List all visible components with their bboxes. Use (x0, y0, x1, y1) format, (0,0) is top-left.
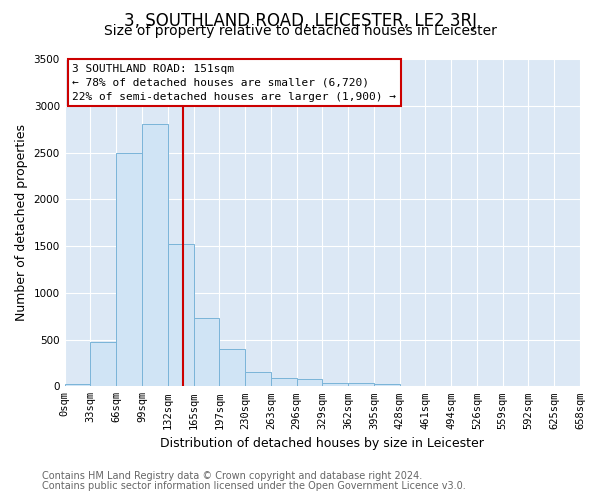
Text: Contains public sector information licensed under the Open Government Licence v3: Contains public sector information licen… (42, 481, 466, 491)
Bar (296, 380, 322, 386)
Bar (65, 384, 91, 386)
Bar (168, 244, 193, 386)
Bar (245, 372, 271, 386)
Text: 3 SOUTHLAND ROAD: 151sqm
← 78% of detached houses are smaller (6,720)
22% of sem: 3 SOUTHLAND ROAD: 151sqm ← 78% of detach… (73, 64, 397, 102)
Bar (322, 382, 348, 386)
Bar (142, 124, 168, 386)
Bar (193, 318, 219, 386)
Bar (374, 384, 400, 386)
Bar (91, 342, 116, 386)
Bar (116, 152, 142, 386)
Bar (348, 383, 374, 386)
Bar (271, 378, 296, 386)
X-axis label: Distribution of detached houses by size in Leicester: Distribution of detached houses by size … (160, 437, 484, 450)
Y-axis label: Number of detached properties: Number of detached properties (15, 124, 28, 321)
Text: Size of property relative to detached houses in Leicester: Size of property relative to detached ho… (104, 24, 496, 38)
Bar (219, 349, 245, 387)
Text: Contains HM Land Registry data © Crown copyright and database right 2024.: Contains HM Land Registry data © Crown c… (42, 471, 422, 481)
Text: 3, SOUTHLAND ROAD, LEICESTER, LE2 3RJ: 3, SOUTHLAND ROAD, LEICESTER, LE2 3RJ (124, 12, 476, 30)
